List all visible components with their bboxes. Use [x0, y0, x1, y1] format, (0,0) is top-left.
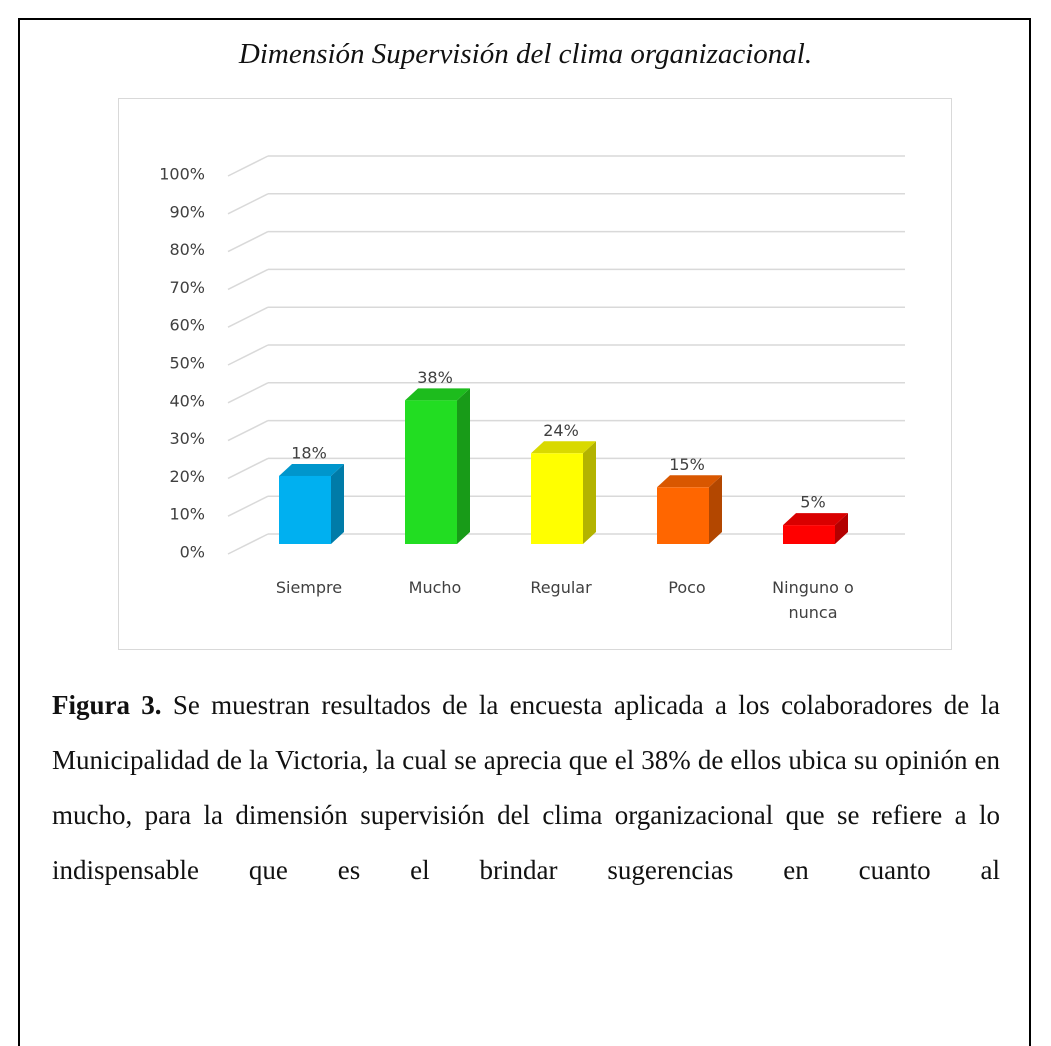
grid-line	[227, 533, 269, 555]
caption-text: Se muestran resultados de la encuesta ap…	[52, 690, 1001, 885]
grid-line	[227, 268, 269, 291]
bar	[405, 400, 457, 544]
y-tick-label: 10%	[169, 505, 205, 524]
grid-line	[227, 155, 269, 177]
grid-line	[227, 382, 269, 404]
bar	[657, 487, 709, 544]
y-tick-label: 30%	[169, 429, 205, 448]
y-tick-label: 80%	[169, 240, 205, 259]
y-tick-label: 40%	[169, 391, 205, 410]
bar	[783, 525, 835, 544]
y-tick-label: 90%	[169, 202, 205, 221]
bar-side	[709, 475, 722, 544]
grid-line	[227, 419, 269, 442]
bar-side	[331, 463, 344, 544]
y-tick-label: 60%	[169, 316, 205, 335]
bar	[279, 475, 331, 544]
page-frame	[18, 18, 1031, 1046]
bar-side	[457, 388, 470, 544]
data-label: 38%	[417, 368, 453, 387]
bar-top	[279, 463, 344, 476]
grid-line	[227, 495, 269, 517]
grid-line	[227, 193, 269, 215]
x-tick-label: Poco	[668, 578, 706, 597]
bar-top	[531, 441, 596, 454]
bar-top	[783, 513, 848, 526]
figure-title: Dimensión Supervisión del clima organiza…	[238, 38, 813, 70]
data-label: 15%	[669, 455, 705, 474]
caption-label: Figura 3.	[52, 690, 162, 720]
x-tick-label: Siempre	[275, 578, 343, 597]
x-tick-label: Regular	[530, 578, 592, 597]
y-tick-label: 70%	[169, 278, 205, 297]
y-tick-label: 20%	[169, 467, 205, 486]
bar-side	[835, 513, 848, 544]
data-label: 18%	[291, 443, 327, 462]
grid-line	[227, 457, 269, 480]
y-tick-label: 100%	[159, 165, 205, 184]
data-label: 5%	[800, 493, 825, 512]
chart-area	[118, 98, 952, 650]
x-tick-label: Ninguno o nunca	[772, 578, 854, 622]
grid-line	[227, 344, 269, 366]
chart: 0% 10% 20% 30% 40% 50% 60% 70% 80% 90% 100% 18% 38% 2…	[159, 155, 905, 562]
x-tick-label: Mucho	[408, 578, 462, 597]
y-tick-label: 0%	[180, 543, 205, 562]
grid-line	[227, 306, 269, 328]
bar-side	[583, 441, 596, 544]
bar-top	[405, 388, 470, 401]
caption: Figura 3. Se muestran resultados de la e…	[52, 678, 1000, 898]
y-tick-label: 50%	[169, 354, 205, 373]
data-label: 24%	[543, 421, 579, 440]
bar-top	[657, 475, 722, 488]
bar	[531, 453, 583, 544]
grid-line	[227, 230, 269, 253]
